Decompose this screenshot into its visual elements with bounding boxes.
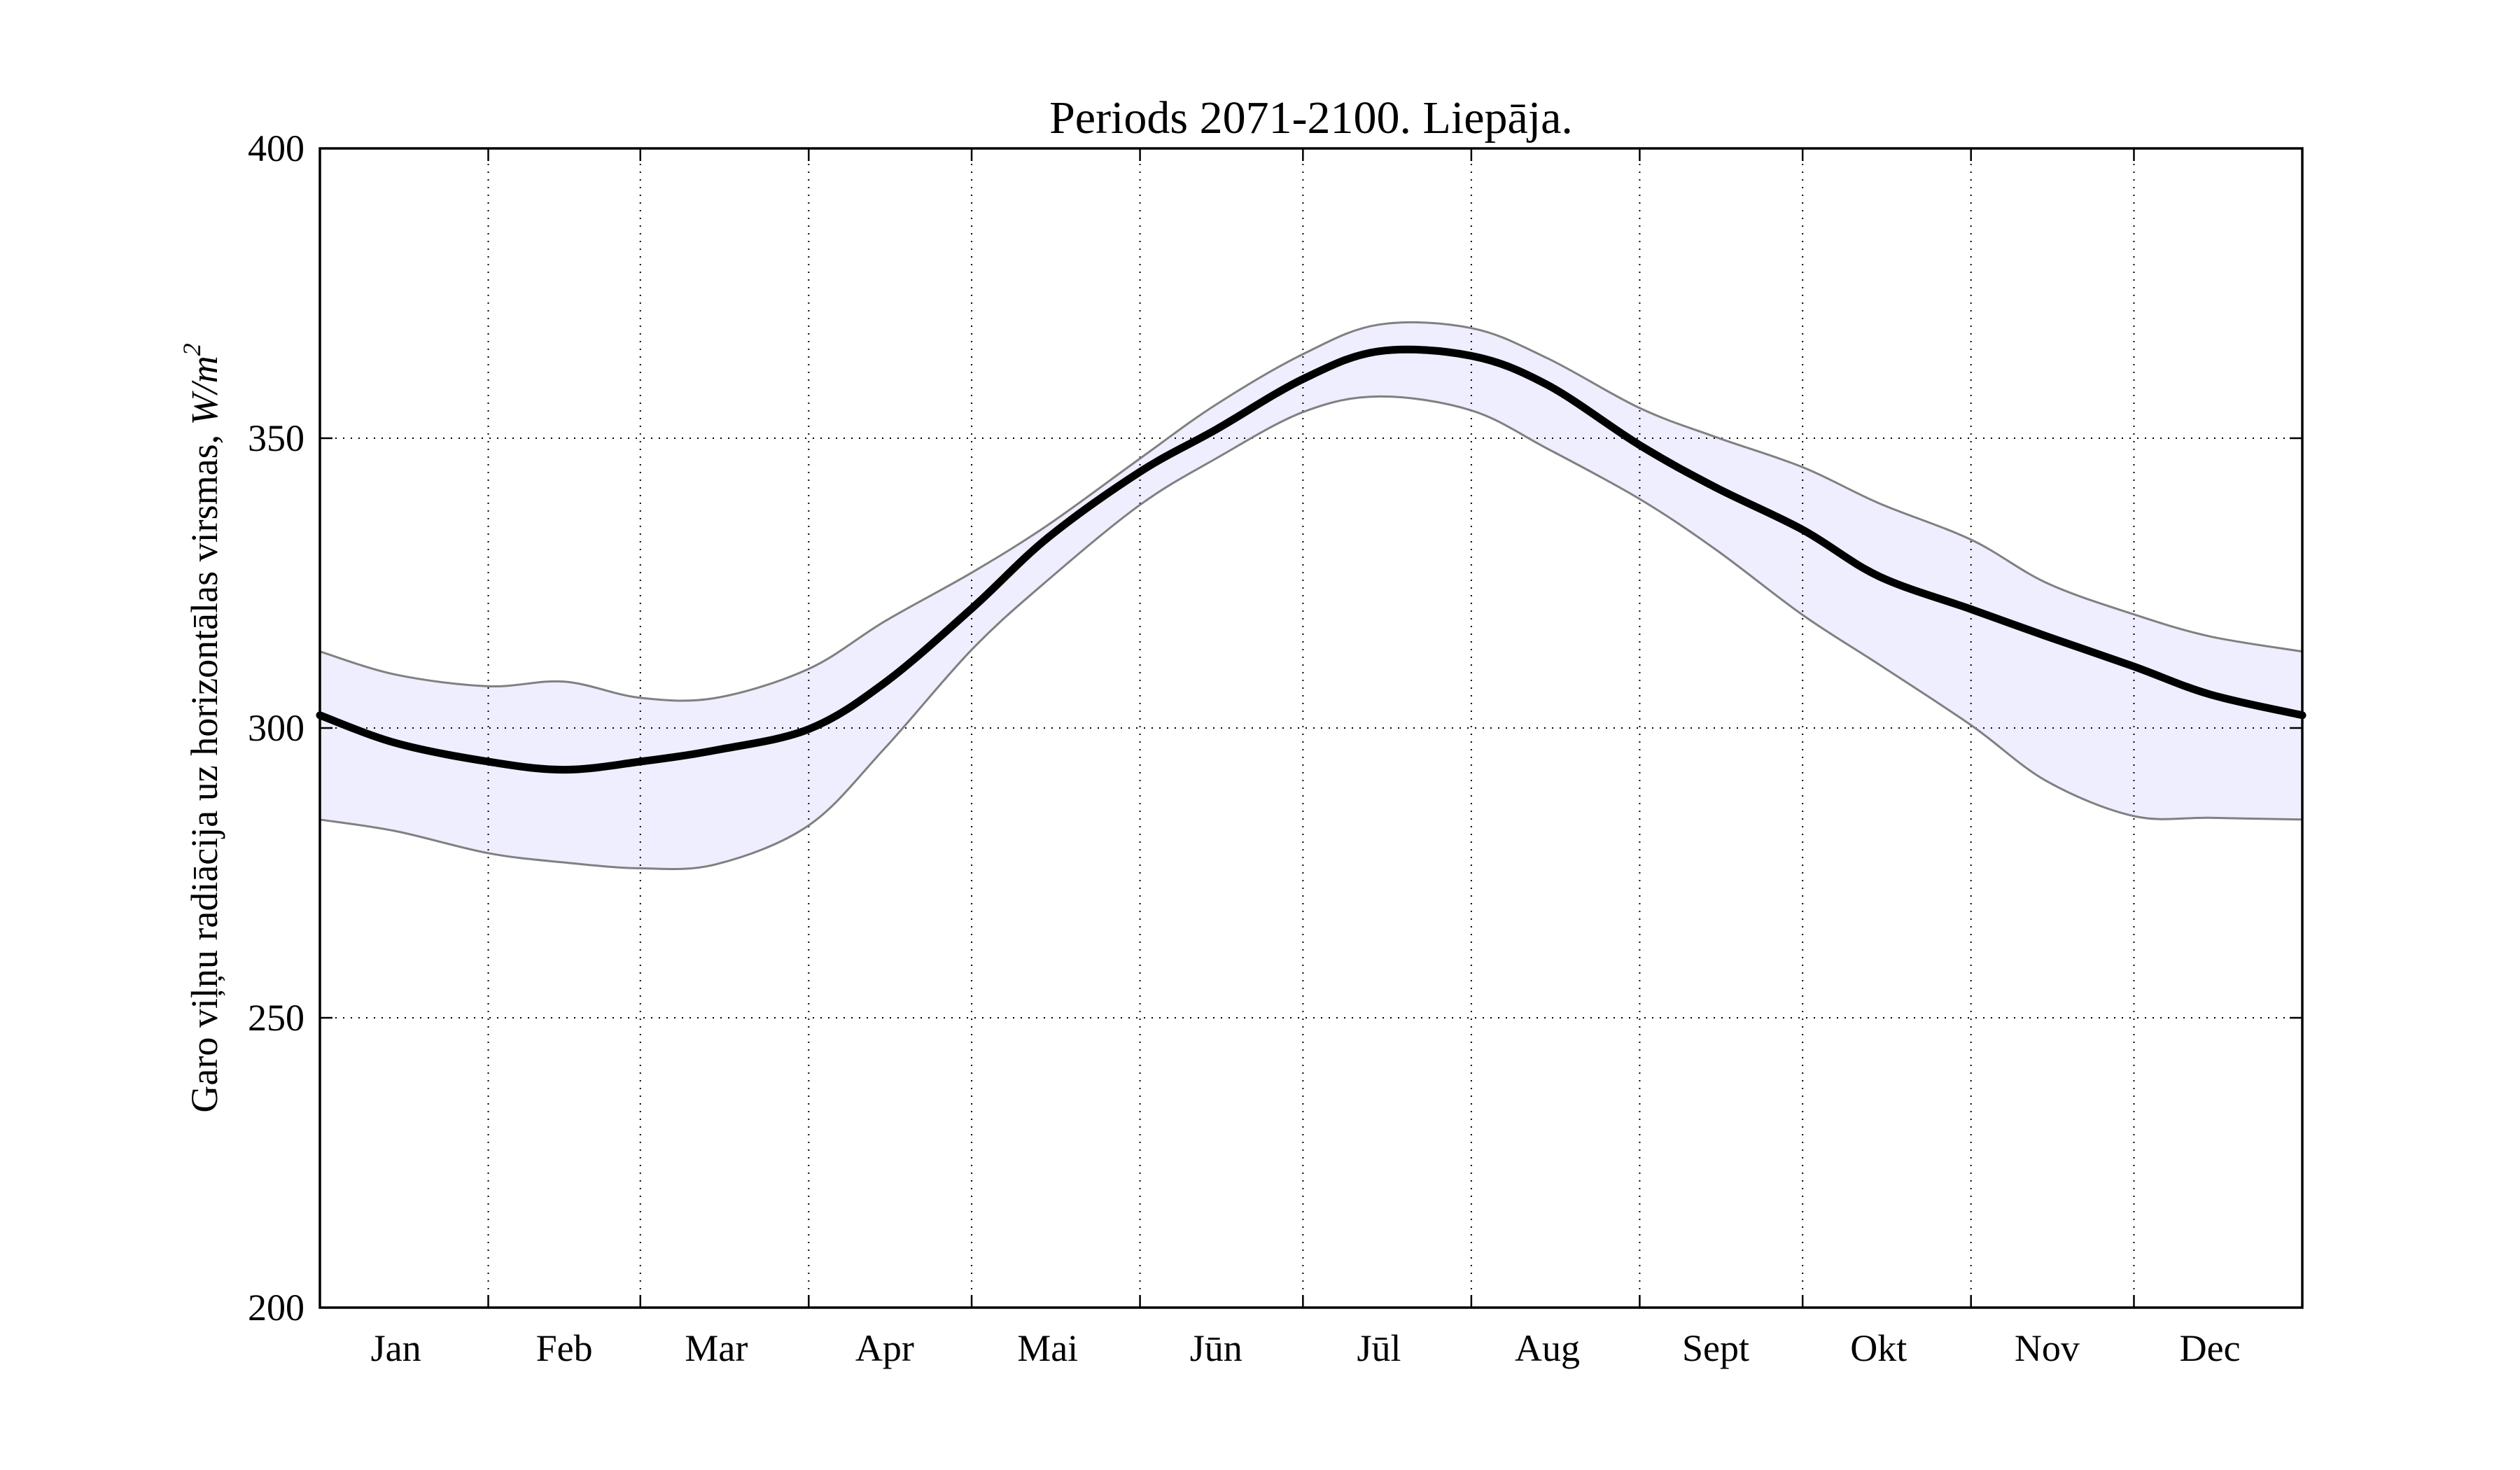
series-line-13% [318, 395, 2304, 871]
series-line-Mediāna [316, 345, 2306, 774]
y-axis-label-unit: W/m [183, 356, 225, 425]
x-tick-label: Nov [2015, 1327, 2080, 1369]
x-tick-label: Dec [2180, 1327, 2241, 1369]
series-line-87% [318, 321, 2304, 702]
x-tick-label: Okt [1850, 1327, 1907, 1369]
percentile-band [320, 322, 2302, 869]
x-tick-label: Feb [536, 1327, 593, 1369]
y-axis-label-unit-exp: 2 [178, 343, 206, 356]
y-tick-label: 350 [248, 417, 304, 459]
plot-frame [318, 147, 2304, 1309]
x-tick-label: Mai [1017, 1327, 1078, 1369]
y-axis-label-text: Garo viļņu radiācija uz horizontālas vir… [183, 425, 225, 1112]
x-tick-label: Jūl [1357, 1327, 1401, 1369]
x-tick-label: Jūn [1190, 1327, 1242, 1369]
y-tick-label: 200 [248, 1287, 304, 1329]
x-tick-label: Sept [1682, 1327, 1749, 1369]
x-tick-label: Aug [1515, 1327, 1580, 1369]
plot-area [316, 147, 2306, 1309]
y-axis-label: Garo viļņu radiācija uz horizontālas vir… [178, 343, 225, 1112]
x-tick-label: Jan [371, 1327, 421, 1369]
x-tick-label: Apr [855, 1327, 914, 1369]
y-tick-label: 250 [248, 997, 304, 1039]
chart-title: Periods 2071-2100. Liepāja. [1049, 92, 1573, 144]
x-tick-label: Mar [685, 1327, 748, 1369]
y-tick-label: 300 [248, 707, 304, 749]
y-tick-label: 400 [248, 127, 304, 169]
